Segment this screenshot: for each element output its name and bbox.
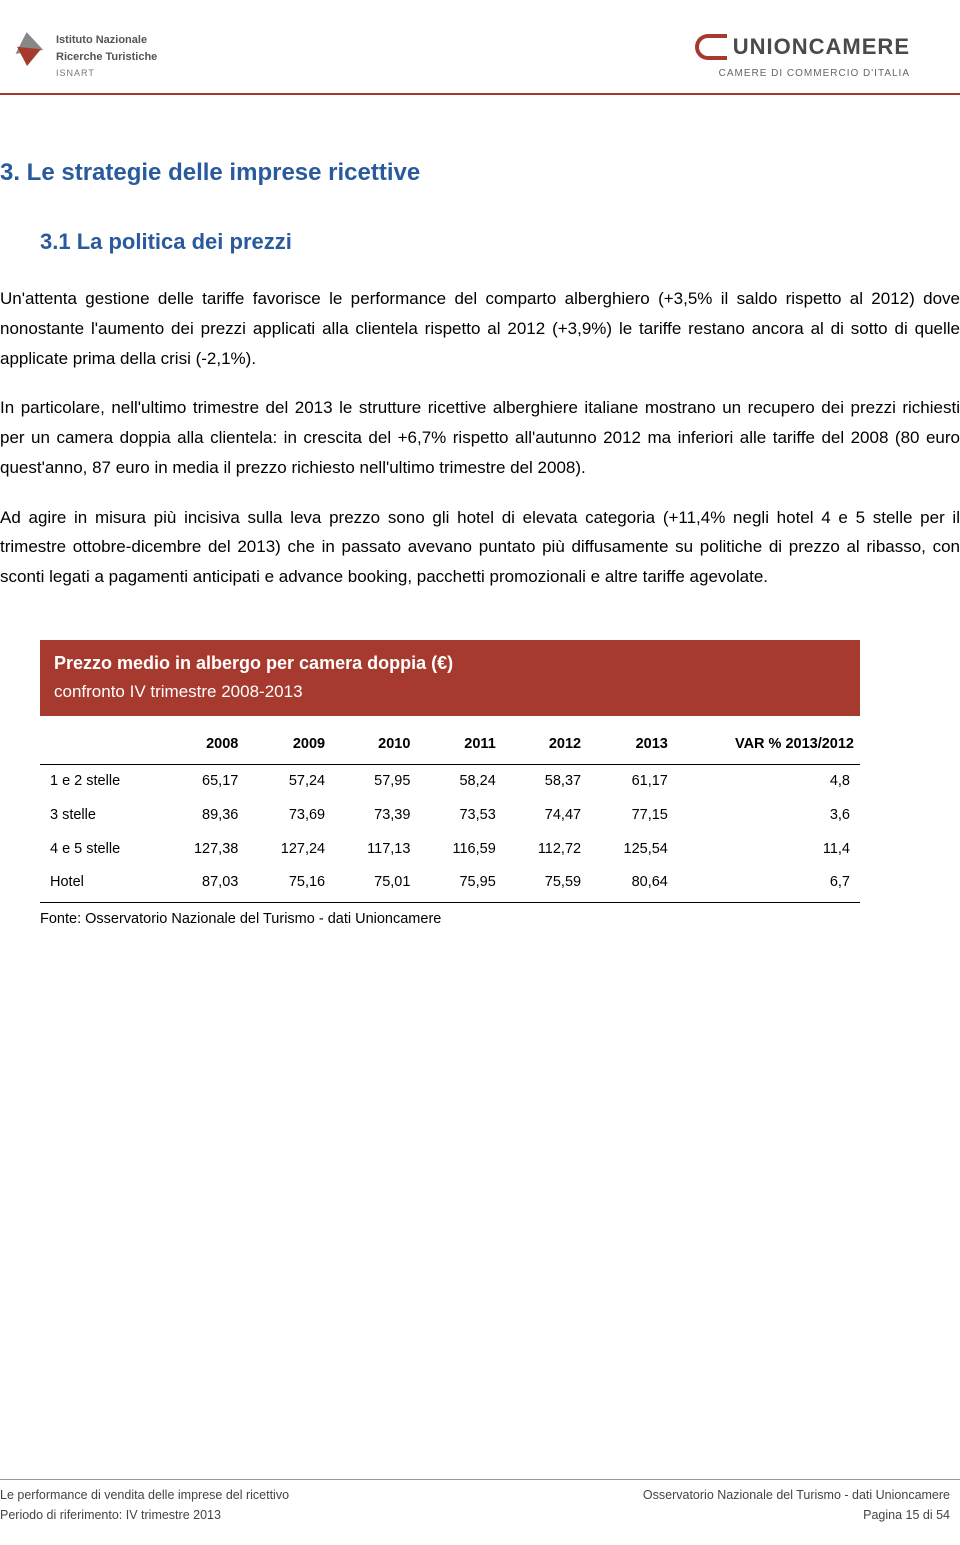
cell: 117,13 <box>335 833 420 867</box>
main-content: 3. Le strategie delle imprese ricettive … <box>0 155 960 931</box>
cell: 4 e 5 stelle <box>40 833 162 867</box>
cell: 73,69 <box>248 799 335 833</box>
cell: Hotel <box>40 866 162 902</box>
isnart-abbrev: ISNART <box>56 67 157 81</box>
body-paragraph: Ad agire in misura più incisiva sulla le… <box>0 503 960 592</box>
footer-left-period: Periodo di riferimento: IV trimestre 201… <box>0 1506 221 1525</box>
table-source: Fonte: Osservatorio Nazionale del Turism… <box>40 909 860 931</box>
body-paragraph: Un'attenta gestione delle tariffe favori… <box>0 284 960 373</box>
price-table-container: Prezzo medio in albergo per camera doppi… <box>40 640 860 931</box>
cell: 80,64 <box>591 866 678 902</box>
isnart-icon <box>10 30 48 70</box>
cell: 87,03 <box>162 866 249 902</box>
footer-page-number: Pagina 15 di 54 <box>863 1506 950 1525</box>
cell: 4,8 <box>678 765 860 799</box>
col-header <box>40 730 162 764</box>
table-header-row: 2008 2009 2010 2011 2012 2013 VAR % 2013… <box>40 730 860 764</box>
cell: 89,36 <box>162 799 249 833</box>
cell: 58,37 <box>506 765 591 799</box>
page-footer: Le performance di vendita delle imprese … <box>0 1479 960 1526</box>
table-row: 4 e 5 stelle 127,38 127,24 117,13 116,59… <box>40 833 860 867</box>
cell: 6,7 <box>678 866 860 902</box>
page-header: Istituto Nazionale Ricerche Turistiche I… <box>0 30 960 81</box>
cell: 74,47 <box>506 799 591 833</box>
cell: 3,6 <box>678 799 860 833</box>
isnart-name-line1: Istituto Nazionale <box>56 34 157 47</box>
cell: 61,17 <box>591 765 678 799</box>
table-header-banner: Prezzo medio in albergo per camera doppi… <box>40 640 860 717</box>
table-subtitle: confronto IV trimestre 2008-2013 <box>54 679 846 705</box>
subsection-heading: 3.1 La politica dei prezzi <box>40 225 960 258</box>
unioncamere-name: UNIONCAMERE <box>733 30 910 63</box>
section-heading: 3. Le strategie delle imprese ricettive <box>0 155 960 191</box>
cell: 112,72 <box>506 833 591 867</box>
price-table: 2008 2009 2010 2011 2012 2013 VAR % 2013… <box>40 730 860 903</box>
cell: 1 e 2 stelle <box>40 765 162 799</box>
unioncamere-c-icon <box>695 34 727 60</box>
unioncamere-subtitle: CAMERE DI COMMERCIO D'ITALIA <box>695 66 910 81</box>
table-row: Hotel 87,03 75,16 75,01 75,95 75,59 80,6… <box>40 866 860 902</box>
cell: 125,54 <box>591 833 678 867</box>
cell: 75,16 <box>248 866 335 902</box>
footer-right-source: Osservatorio Nazionale del Turismo - dat… <box>643 1486 950 1505</box>
col-header: 2012 <box>506 730 591 764</box>
header-divider <box>0 93 960 95</box>
table-row: 1 e 2 stelle 65,17 57,24 57,95 58,24 58,… <box>40 765 860 799</box>
cell: 75,95 <box>420 866 505 902</box>
isnart-logo: Istituto Nazionale Ricerche Turistiche I… <box>10 30 157 81</box>
cell: 77,15 <box>591 799 678 833</box>
table-row: 3 stelle 89,36 73,69 73,39 73,53 74,47 7… <box>40 799 860 833</box>
col-header: VAR % 2013/2012 <box>678 730 860 764</box>
cell: 127,24 <box>248 833 335 867</box>
unioncamere-logo: UNIONCAMERE CAMERE DI COMMERCIO D'ITALIA <box>695 30 910 81</box>
col-header: 2011 <box>420 730 505 764</box>
body-paragraph: In particolare, nell'ultimo trimestre de… <box>0 393 960 482</box>
cell: 75,59 <box>506 866 591 902</box>
col-header: 2013 <box>591 730 678 764</box>
isnart-name-line2: Ricerche Turistiche <box>56 51 157 64</box>
footer-left-title: Le performance di vendita delle imprese … <box>0 1486 289 1505</box>
cell: 11,4 <box>678 833 860 867</box>
cell: 73,39 <box>335 799 420 833</box>
cell: 57,24 <box>248 765 335 799</box>
cell: 116,59 <box>420 833 505 867</box>
cell: 73,53 <box>420 799 505 833</box>
cell: 3 stelle <box>40 799 162 833</box>
col-header: 2008 <box>162 730 249 764</box>
col-header: 2009 <box>248 730 335 764</box>
cell: 58,24 <box>420 765 505 799</box>
cell: 127,38 <box>162 833 249 867</box>
table-title: Prezzo medio in albergo per camera doppi… <box>54 650 846 677</box>
cell: 57,95 <box>335 765 420 799</box>
cell: 65,17 <box>162 765 249 799</box>
cell: 75,01 <box>335 866 420 902</box>
col-header: 2010 <box>335 730 420 764</box>
